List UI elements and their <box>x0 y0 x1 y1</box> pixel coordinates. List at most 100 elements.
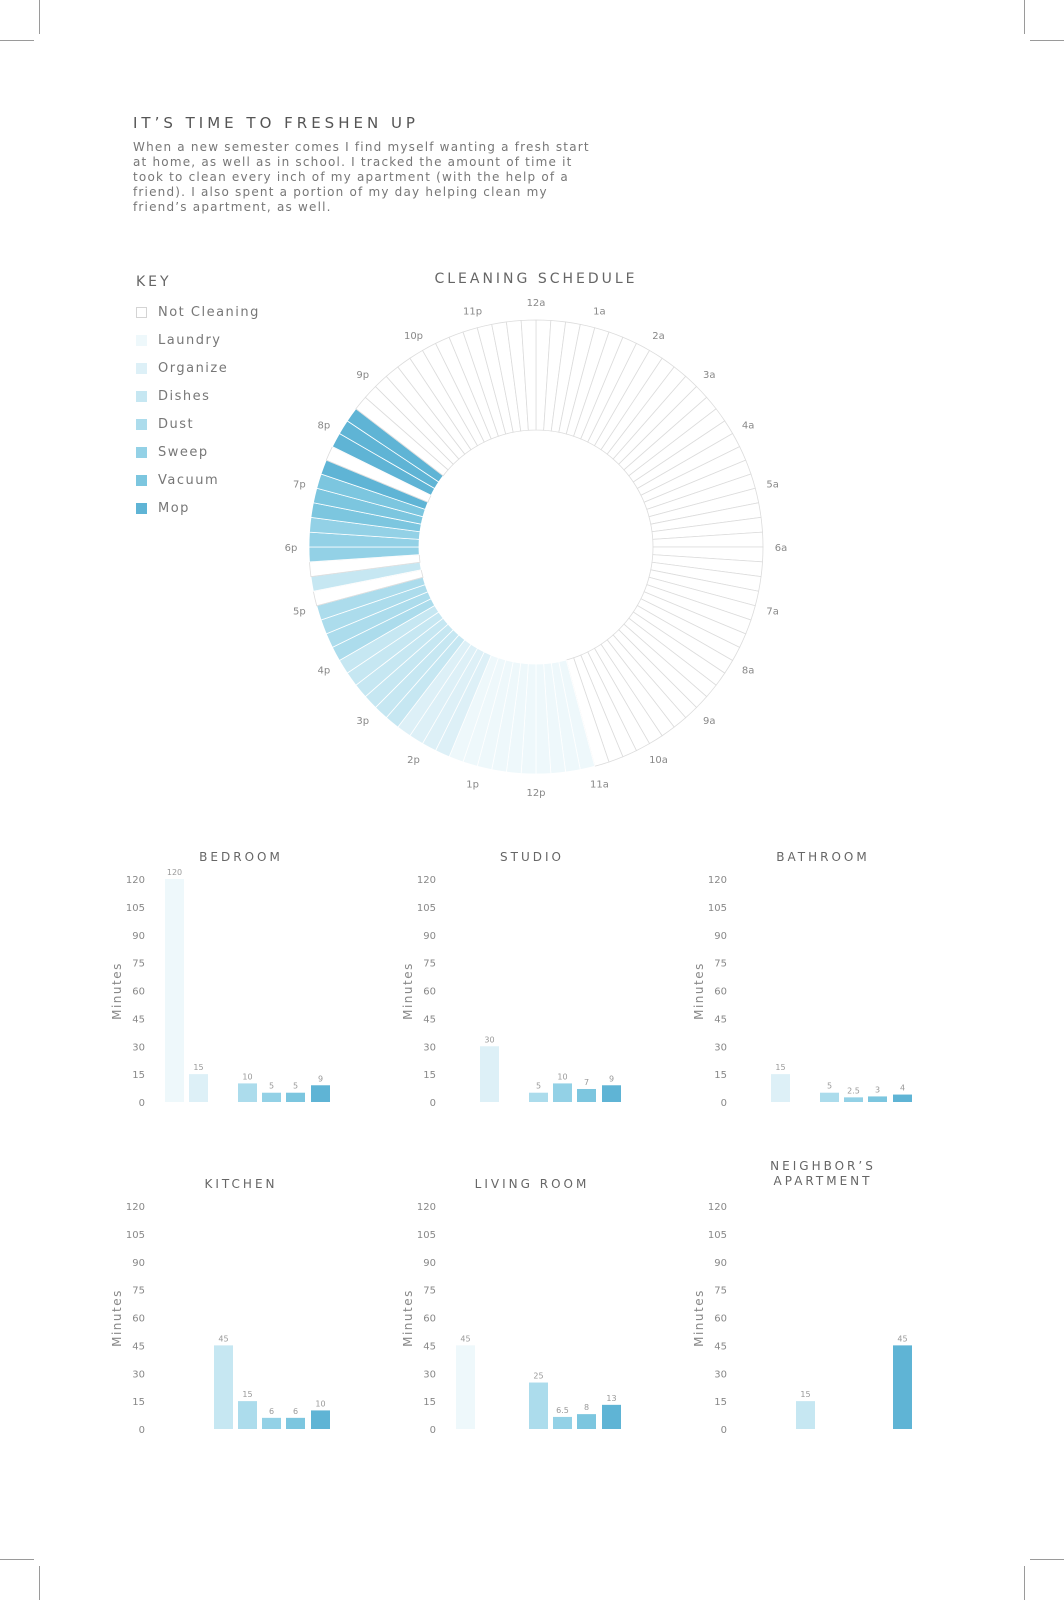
cleaning-schedule-chart: CLEANING SCHEDULE 12a 1a 2a 3a 4a 5a 6a 7a 8a 9a 10… <box>285 271 788 799</box>
hour-label: 11p <box>463 306 482 317</box>
hour-label: 2a <box>652 331 665 342</box>
bar-chart-living-room: LIVING ROOM Minutes 0 15 30 45 60 75 90 105 120 45 2… <box>401 1177 621 1436</box>
y-tick-label: 105 <box>708 1230 727 1241</box>
y-tick-label: 120 <box>126 875 145 886</box>
y-tick-label: 105 <box>417 903 436 914</box>
y-tick-label: 60 <box>423 987 436 998</box>
crop-mark <box>1024 0 1025 34</box>
y-tick-label: 0 <box>721 1425 727 1436</box>
bar-value-label: 45 <box>897 1334 907 1343</box>
legend-label: Laundry <box>158 332 222 348</box>
crop-mark <box>0 1559 34 1560</box>
legend-label: Vacuum <box>158 472 220 488</box>
hour-label: 10p <box>404 331 423 342</box>
y-tick-label: 75 <box>714 959 727 970</box>
bar-dust <box>529 1382 548 1429</box>
legend-label: Mop <box>158 500 190 516</box>
bar-laundry <box>165 879 184 1102</box>
bar-value-label: 10 <box>315 1399 325 1408</box>
legend-item-not-cleaning: Not Cleaning <box>136 298 260 326</box>
bar-mop <box>311 1410 330 1429</box>
hour-label: 12p <box>526 788 545 799</box>
y-tick-label: 90 <box>423 931 436 942</box>
chart-title: LIVING ROOM <box>475 1177 590 1191</box>
hour-label: 1p <box>466 780 479 791</box>
bar-organize <box>480 1046 499 1102</box>
bar-sweep <box>262 1092 281 1102</box>
y-tick-label: 75 <box>714 1286 727 1297</box>
bar-value-label: 5 <box>536 1082 541 1091</box>
bar-value-label: 30 <box>484 1035 494 1044</box>
y-tick-label: 60 <box>714 1314 727 1325</box>
legend-swatch <box>136 362 147 374</box>
legend-item-organize: Organize <box>136 354 260 382</box>
hour-label: 1a <box>593 306 606 317</box>
bar-value-label: 5 <box>293 1082 298 1091</box>
chart-title: BEDROOM <box>199 850 283 864</box>
y-tick-label: 0 <box>139 1425 145 1436</box>
y-axis-label: Minutes <box>401 1289 415 1347</box>
bar-vacuum <box>286 1417 305 1429</box>
hour-label: 9p <box>356 370 369 381</box>
y-tick-label: 120 <box>708 875 727 886</box>
bar-sweep <box>553 1416 572 1429</box>
crop-mark <box>39 0 40 34</box>
bar-chart-bathroom: BATHROOM Minutes 0 15 30 45 60 75 90 105 120 15 5 2.5… <box>692 850 912 1109</box>
bar-value-label: 4 <box>900 1084 905 1093</box>
legend-item-vacuum: Vacuum <box>136 466 260 494</box>
bar-value-label: 5 <box>827 1082 832 1091</box>
bar-dust <box>238 1401 257 1429</box>
y-tick-label: 90 <box>132 931 145 942</box>
bar-dust <box>529 1092 548 1102</box>
bar-dust <box>820 1092 839 1102</box>
bar-value-label: 3 <box>875 1085 880 1094</box>
y-axis-label: Minutes <box>401 962 415 1020</box>
y-tick-label: 30 <box>423 1042 436 1053</box>
chart-title: STUDIO <box>500 850 564 864</box>
intro-text: When a new semester comes I find myself … <box>133 140 590 214</box>
hour-label: 3p <box>356 716 369 727</box>
y-tick-label: 15 <box>423 1397 436 1408</box>
legend-label: Not Cleaning <box>158 304 260 320</box>
bar-organize <box>771 1074 790 1102</box>
crop-mark <box>0 40 34 41</box>
y-tick-label: 120 <box>417 1202 436 1213</box>
bar-value-label: 25 <box>533 1372 543 1381</box>
y-tick-label: 90 <box>714 931 727 942</box>
hour-label: 11a <box>590 780 609 791</box>
bar-mop <box>311 1085 330 1102</box>
hour-label: 9a <box>703 716 716 727</box>
y-tick-label: 60 <box>423 1314 436 1325</box>
bar-mop <box>893 1094 912 1102</box>
chart-title: NEIGHBOR’S <box>770 1159 876 1173</box>
y-tick-label: 30 <box>423 1369 436 1380</box>
y-axis-label: Minutes <box>110 962 124 1020</box>
y-tick-label: 0 <box>139 1098 145 1109</box>
legend-label: Dust <box>158 416 195 432</box>
y-tick-label: 75 <box>423 1286 436 1297</box>
bar-value-label: 9 <box>318 1074 323 1083</box>
bar-value-label: 10 <box>557 1072 567 1081</box>
y-tick-label: 105 <box>417 1230 436 1241</box>
y-tick-label: 75 <box>132 959 145 970</box>
y-tick-label: 60 <box>132 1314 145 1325</box>
y-tick-label: 15 <box>132 1070 145 1081</box>
y-axis-label: Minutes <box>110 1289 124 1347</box>
y-tick-label: 30 <box>714 1042 727 1053</box>
legend-item-laundry: Laundry <box>136 326 260 354</box>
bar-value-label: 10 <box>242 1072 252 1081</box>
crop-mark <box>1030 1559 1064 1560</box>
legend-item-sweep: Sweep <box>136 438 260 466</box>
y-axis-label: Minutes <box>692 1289 706 1347</box>
bar-mop <box>893 1345 912 1429</box>
y-tick-label: 45 <box>132 1341 145 1352</box>
bar-value-label: 5 <box>269 1082 274 1091</box>
bar-dust <box>238 1083 257 1102</box>
y-tick-label: 15 <box>714 1070 727 1081</box>
y-tick-label: 75 <box>132 1286 145 1297</box>
bar-mop <box>602 1404 621 1429</box>
hour-label: 8a <box>742 666 755 677</box>
page-title: IT’S TIME TO FRESHEN UP <box>133 114 419 132</box>
